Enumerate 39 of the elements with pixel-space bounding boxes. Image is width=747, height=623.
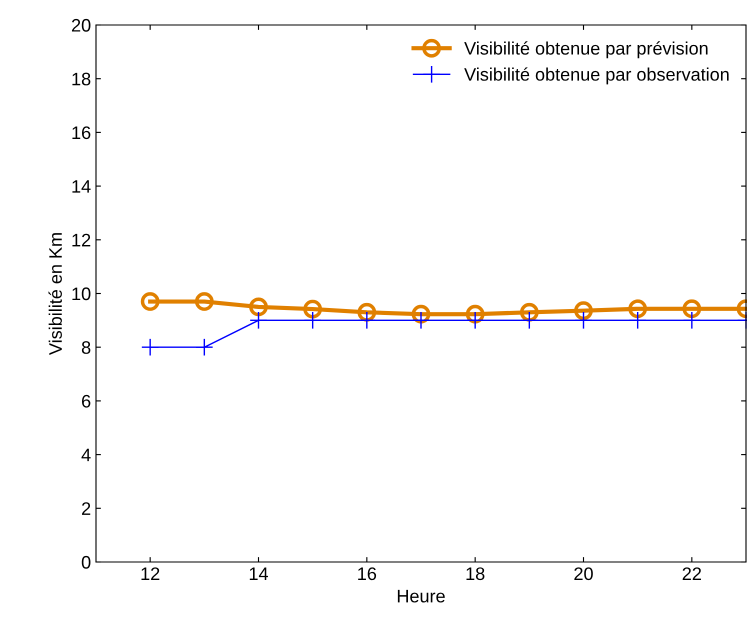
x-tick-label: 20 <box>574 567 593 580</box>
y-tick-label: 20 <box>72 18 90 32</box>
point <box>628 311 647 330</box>
x-tick-label: 22 <box>682 567 701 580</box>
point <box>574 301 593 320</box>
point <box>682 311 701 330</box>
y-tick-label: 8 <box>82 341 90 354</box>
y-tick-label: 14 <box>72 180 91 193</box>
y-tick-label: 12 <box>72 234 90 246</box>
point <box>466 311 484 330</box>
y-tick-label: 18 <box>72 72 90 86</box>
point <box>194 292 214 311</box>
point <box>520 311 538 330</box>
y-axis-title: Visibilité en Km <box>48 233 62 355</box>
point <box>304 311 322 330</box>
point <box>412 311 430 330</box>
y-tick-label: 16 <box>72 126 90 140</box>
point <box>140 292 160 311</box>
point <box>358 311 376 330</box>
point <box>303 300 322 318</box>
y-tick-label: 0 <box>82 556 90 569</box>
point <box>682 299 702 318</box>
y-tick-label: 2 <box>82 502 90 515</box>
x-tick-label: 14 <box>250 568 268 580</box>
x-axis-title: Heure <box>398 590 445 603</box>
point <box>249 298 268 316</box>
point <box>141 338 160 356</box>
point <box>195 338 214 356</box>
point <box>574 311 593 330</box>
y-tick-label: 10 <box>72 287 90 300</box>
point <box>628 299 648 318</box>
y-tick-label: 6 <box>82 394 90 408</box>
legend-label: Visibilité obtenue par prévision <box>464 41 708 58</box>
x-tick-label: 18 <box>466 567 484 580</box>
legend-label: Visibilité obtenue par observation <box>464 67 729 84</box>
x-tick-label: 16 <box>358 567 376 580</box>
x-tick-label: 12 <box>142 567 160 580</box>
y-tick-label: 4 <box>82 448 91 462</box>
point <box>249 311 268 330</box>
